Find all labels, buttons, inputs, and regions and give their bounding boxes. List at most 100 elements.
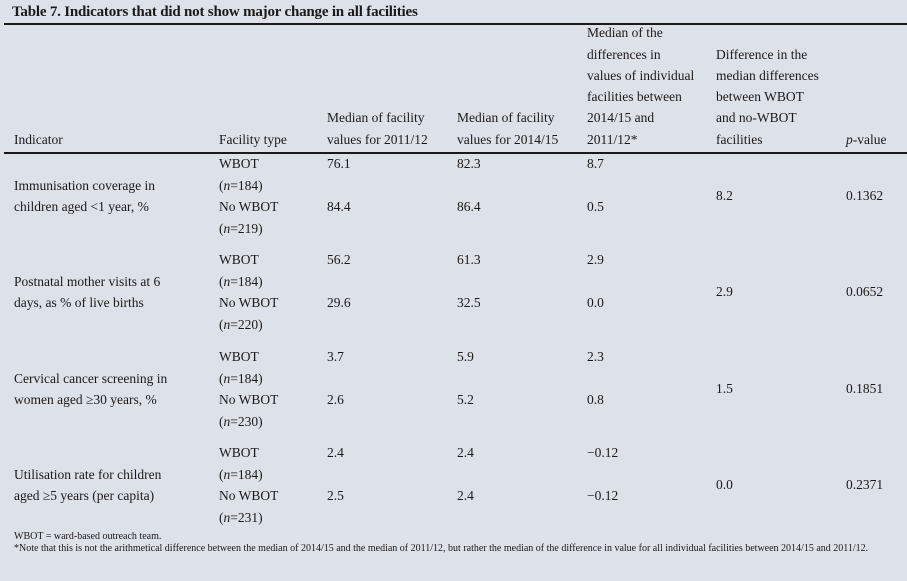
median-2011-no-wbot: 84.4 bbox=[327, 199, 351, 214]
median-2011-wbot: 76.1 bbox=[327, 156, 351, 171]
header-diff-of-diff-line: facilities bbox=[716, 131, 763, 147]
header-diff-of-diff-line: and no-WBOT bbox=[716, 110, 797, 126]
header-rule bbox=[4, 152, 907, 154]
header-facility-type-text: Facility type bbox=[219, 131, 287, 147]
n-italic: n bbox=[223, 466, 231, 482]
table-notes: WBOT = ward-based outreach team. *Note t… bbox=[14, 531, 894, 554]
median-diff-wbot: 8.7 bbox=[587, 156, 604, 171]
median-2014-wbot: 2.4 bbox=[457, 445, 474, 460]
table-row-group: Immunisation coverage in children aged <1… bbox=[0, 153, 907, 249]
n-italic: n bbox=[223, 509, 231, 525]
median-diff-wbot: 2.9 bbox=[587, 252, 604, 267]
n-italic: n bbox=[223, 273, 231, 289]
facility-type-wbot: WBOT bbox=[219, 349, 259, 364]
n-value: 184 bbox=[237, 466, 259, 482]
n-italic: n bbox=[223, 316, 231, 332]
median-2011-no-wbot: 29.6 bbox=[327, 295, 351, 310]
indicator-cell: Immunisation coverage in children aged <1… bbox=[14, 175, 155, 218]
header-indicator: Indicator bbox=[14, 129, 63, 150]
p-rest: -value bbox=[852, 131, 887, 147]
n-italic: n bbox=[223, 220, 231, 236]
sample-size: (n=184) bbox=[219, 466, 263, 482]
table-row-group: Postnatal mother visits at 6 days, as % o… bbox=[0, 249, 907, 345]
header-median-2011-line: values for 2011/12 bbox=[327, 131, 428, 147]
diff-of-diff: 8.2 bbox=[716, 188, 733, 203]
median-2011-wbot: 56.2 bbox=[327, 252, 351, 267]
facility-type-wbot: WBOT bbox=[219, 445, 259, 460]
indicator-line: Postnatal mother visits at 6 bbox=[14, 273, 161, 289]
diff-of-diff: 2.9 bbox=[716, 284, 733, 299]
n-value: 184 bbox=[237, 370, 259, 386]
n-value: 230 bbox=[237, 413, 259, 429]
header-median-2011: Median of facility values for 2011/12 bbox=[327, 107, 428, 150]
n-value: 219 bbox=[237, 220, 259, 236]
header-median-diff-line: facilities between bbox=[587, 89, 682, 105]
diff-of-diff: 1.5 bbox=[716, 381, 733, 396]
n-italic: n bbox=[223, 370, 231, 386]
facility-type-no-wbot: No WBOT bbox=[219, 488, 279, 503]
sample-size: (n=184) bbox=[219, 273, 263, 289]
n-italic: n bbox=[223, 177, 231, 193]
table-row-group: Utilisation rate for children aged ≥5 yea… bbox=[0, 442, 907, 538]
header-median-2014-line: values for 2014/15 bbox=[457, 131, 559, 147]
header-median-diff: Median of the differences in values of ind… bbox=[587, 22, 694, 150]
header-indicator-text: Indicator bbox=[14, 131, 63, 147]
header-median-diff-line: Median of the bbox=[587, 25, 663, 41]
n-value: 231 bbox=[237, 509, 259, 525]
median-diff-no-wbot: 0.5 bbox=[587, 199, 604, 214]
median-diff-no-wbot: −0.12 bbox=[587, 488, 619, 503]
indicator-cell: Utilisation rate for children aged ≥5 yea… bbox=[14, 464, 161, 507]
header-median-2014: Median of facility values for 2014/15 bbox=[457, 107, 558, 150]
median-diff-wbot: −0.12 bbox=[587, 445, 619, 460]
median-2011-no-wbot: 2.5 bbox=[327, 488, 344, 503]
indicator-line: days, as % of live births bbox=[14, 295, 144, 310]
indicator-line: aged ≥5 years (per capita) bbox=[14, 488, 155, 503]
table-row-group: Cervical cancer screening in women aged ≥… bbox=[0, 346, 907, 442]
table-title: Table 7. Indicators that did not show ma… bbox=[12, 4, 418, 20]
top-rule bbox=[4, 23, 907, 25]
header-median-2014-line: Median of facility bbox=[457, 110, 555, 126]
facility-type-wbot: WBOT bbox=[219, 252, 259, 267]
indicator-line: Utilisation rate for children bbox=[14, 466, 162, 482]
p-value: 0.1851 bbox=[846, 381, 884, 396]
median-diff-wbot: 2.3 bbox=[587, 349, 604, 364]
facility-type-no-wbot: No WBOT bbox=[219, 295, 279, 310]
median-2011-no-wbot: 2.6 bbox=[327, 392, 344, 407]
header-median-diff-line: differences in bbox=[587, 46, 661, 62]
facility-type-no-wbot: No WBOT bbox=[219, 392, 279, 407]
median-2014-no-wbot: 5.2 bbox=[457, 392, 474, 407]
n-value: 184 bbox=[237, 177, 259, 193]
sample-size: (n=184) bbox=[219, 370, 263, 386]
p-value: 0.1362 bbox=[846, 188, 884, 203]
facility-type-wbot: WBOT bbox=[219, 156, 259, 171]
p-italic: p bbox=[846, 131, 853, 147]
median-2014-wbot: 82.3 bbox=[457, 156, 481, 171]
header-p-value: p-value bbox=[846, 129, 886, 150]
median-diff-no-wbot: 0.0 bbox=[587, 295, 604, 310]
median-diff-no-wbot: 0.8 bbox=[587, 392, 604, 407]
header-diff-of-diff: Difference in the median differences betwe… bbox=[716, 44, 819, 150]
header-facility-type: Facility type bbox=[219, 129, 287, 150]
median-2014-no-wbot: 86.4 bbox=[457, 199, 481, 214]
header-diff-of-diff-line: between WBOT bbox=[716, 89, 804, 105]
note-abbreviation: WBOT = ward-based outreach team. bbox=[14, 531, 162, 542]
median-2014-no-wbot: 32.5 bbox=[457, 295, 481, 310]
sample-size: (n=230) bbox=[219, 413, 263, 429]
sample-size: (n=184) bbox=[219, 177, 263, 193]
header-diff-of-diff-line: Difference in the bbox=[716, 46, 808, 62]
indicator-line: Cervical cancer screening in bbox=[14, 370, 168, 386]
indicator-cell: Cervical cancer screening in women aged ≥… bbox=[14, 368, 167, 411]
p-value: 0.0652 bbox=[846, 284, 884, 299]
header-median-diff-line: values of individual bbox=[587, 67, 695, 83]
facility-type-no-wbot: No WBOT bbox=[219, 199, 279, 214]
diff-of-diff: 0.0 bbox=[716, 477, 733, 492]
median-2014-wbot: 5.9 bbox=[457, 349, 474, 364]
header-diff-of-diff-line: median differences bbox=[716, 67, 819, 83]
indicator-line: children aged <1 year, % bbox=[14, 199, 149, 214]
indicator-line: Immunisation coverage in bbox=[14, 177, 155, 193]
median-2014-no-wbot: 2.4 bbox=[457, 488, 474, 503]
n-value: 220 bbox=[237, 316, 259, 332]
sample-size: (n=219) bbox=[219, 220, 263, 236]
median-2014-wbot: 61.3 bbox=[457, 252, 481, 267]
